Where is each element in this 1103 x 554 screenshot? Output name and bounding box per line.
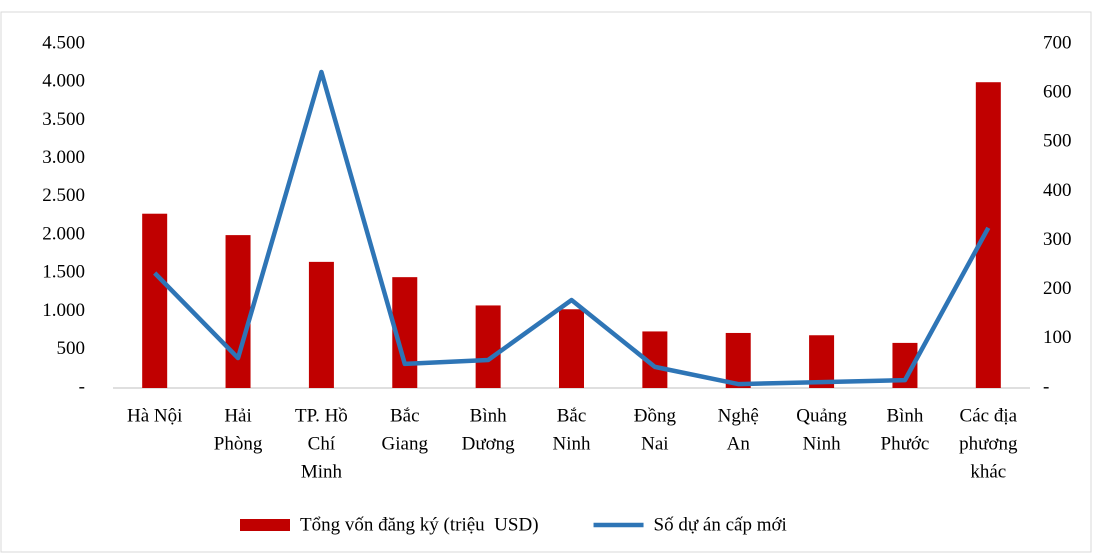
y2-tick-label: - [1043,376,1049,397]
x-tick-label: Nai [641,433,668,454]
x-tick-label: Chí [308,433,336,454]
y-tick-label: 3.000 [42,147,85,168]
x-tick-label: Giang [382,433,429,454]
bar [809,335,835,388]
x-tick-label: TP. Hồ [295,405,348,426]
x-tick-label: phương [959,433,1018,454]
x-tick-label: Dương [462,433,516,454]
x-tick-label: Phước [881,433,930,454]
y2-tick-label: 700 [1043,32,1072,53]
x-tick-label: Bắc [390,405,420,426]
y-tick-label: 1.000 [42,300,85,321]
x-tick-label: Nghệ [718,405,759,426]
x-tick-label: Bắc [557,405,587,426]
x-tick-label: Minh [301,461,343,482]
bar [559,309,584,388]
x-tick-label: Phòng [214,433,263,454]
y-tick-label: 4.000 [42,71,85,92]
y-tick-label: 500 [57,338,86,359]
x-tick-label: Bình [886,405,923,426]
bar [725,332,751,388]
bar [308,261,334,388]
x-tick-label: Các địa [960,405,1018,426]
y-tick-label: 2.000 [42,223,85,244]
bar [475,305,501,388]
bar [142,213,168,388]
y2-tick-label: 400 [1043,180,1072,201]
x-tick-label: Ninh [553,433,592,454]
y-tick-label: - [79,376,85,397]
chart-frame [0,11,1092,553]
x-tick-label: Hải [224,405,251,426]
y-tick-label: 3.500 [42,109,85,130]
x-tick-label: Đồng [634,405,677,426]
y-tick-label: 4.500 [42,32,85,53]
line [153,69,991,387]
y2-tick-label: 100 [1043,327,1072,348]
y2-tick-label: 500 [1043,131,1072,152]
x-tick-label: An [727,433,751,454]
bar [225,235,251,388]
bar [975,82,1001,388]
y-tick-label: 2.500 [42,185,85,206]
y2-tick-label: 600 [1043,82,1072,103]
x-tick-label: Bình [470,405,507,426]
legend-label: Số dự án cấp mới [654,514,787,535]
legend-swatch [240,519,290,531]
x-tick-label: khác [970,461,1006,482]
x-tick-label: Hà Nội [127,405,182,426]
x-tick-label: Ninh [803,433,842,454]
y2-tick-label: 200 [1043,278,1072,299]
y-tick-label: 1.500 [42,262,85,283]
legend-label: Tổng vốn đăng ký (triệu USD) [300,514,539,535]
x-tick-label: Quảng [796,405,847,426]
y2-tick-label: 300 [1043,229,1072,250]
